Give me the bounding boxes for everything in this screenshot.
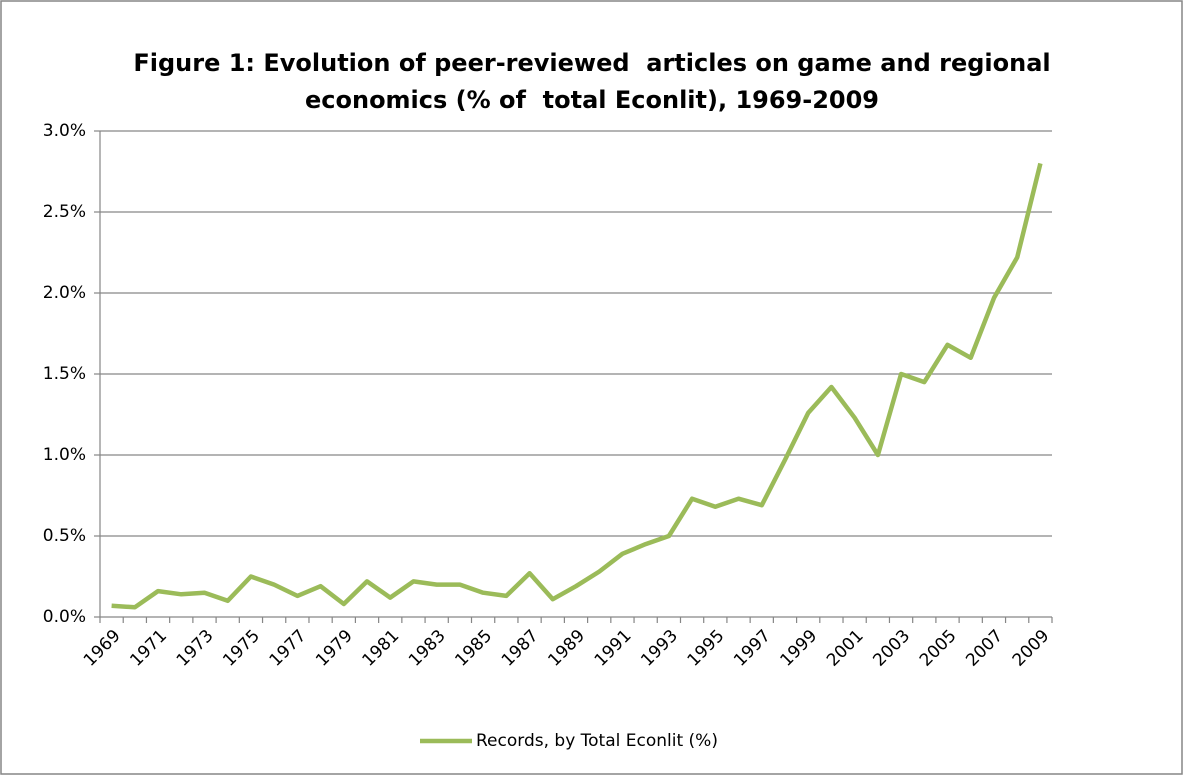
y-tick-label: 2.0%	[43, 283, 86, 303]
chart-title: Figure 1: Evolution of peer-reviewed art…	[133, 49, 1050, 77]
y-tick-label: 0.0%	[43, 607, 86, 627]
y-tick-label: 1.5%	[43, 364, 86, 384]
y-tick-label: 3.0%	[43, 121, 86, 141]
y-tick-label: 1.0%	[43, 445, 86, 465]
legend-label: Records, by Total Econlit (%)	[476, 731, 718, 751]
chart-title: economics (% of total Econlit), 1969-200…	[305, 86, 879, 114]
y-tick-label: 2.5%	[43, 202, 86, 222]
line-series	[111, 162, 1043, 610]
y-tick-label: 0.5%	[43, 526, 86, 546]
